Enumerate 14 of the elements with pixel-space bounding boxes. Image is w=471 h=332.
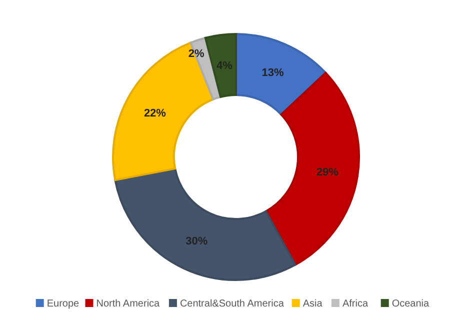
data-label: 13% (262, 66, 284, 79)
legend-label: North America (96, 298, 160, 310)
donut-slice (114, 168, 296, 281)
legend-label: Europe (46, 298, 80, 310)
data-label: 29% (316, 166, 339, 178)
data-label: 22% (144, 107, 166, 120)
legend-label: Africa (342, 298, 368, 310)
legend-label: Oceania (392, 298, 430, 310)
legend-label: Central&South America (180, 298, 284, 310)
legend-label: Asia (302, 298, 323, 310)
donut-slice (235, 33, 327, 116)
data-label: 30% (186, 236, 208, 248)
donut-slice (112, 42, 214, 182)
donut-slice (204, 33, 237, 98)
